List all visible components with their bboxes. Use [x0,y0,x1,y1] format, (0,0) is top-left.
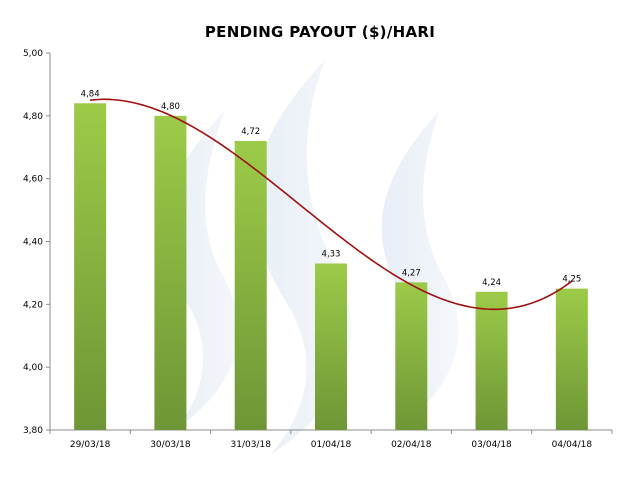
y-tick-label: 5,00 [23,49,43,59]
x-tick-label: 29/03/18 [70,440,111,450]
bar-30/03/18 [154,115,187,430]
x-axis-ticks: 29/03/18 30/03/18 31/03/18 01/04/18 02/04/18… [49,430,613,450]
y-tick-label: 4,40 [23,238,43,248]
bar-29/03/18 [74,103,107,431]
y-axis-ticks: 3,80 4,00 4,20 4,40 4,60 4,80 5,00 [23,49,50,436]
bar-03/04/18 [475,291,508,430]
x-tick-label: 01/04/18 [311,440,352,450]
data-label: 4,80 [161,102,180,112]
bars [74,103,588,431]
x-tick-label: 04/04/18 [552,440,593,450]
y-tick-label: 4,60 [23,175,43,185]
x-tick-label: 30/03/18 [150,440,191,450]
trendline [90,98,573,311]
y-tick-label: 4,00 [23,363,43,373]
y-tick-label: 3,80 [23,426,43,436]
y-tick-label: 4,20 [23,300,43,310]
data-label: 4,84 [81,89,100,99]
y-tick-label: 4,80 [23,112,43,122]
data-label: 4,25 [562,275,581,285]
data-label: 4,24 [482,278,501,288]
data-labels: 4,84 4,80 4,72 4,33 4,27 4,24 4,25 [81,89,582,288]
chart-title: PENDING PAYOUT ($)/HARI [205,23,435,41]
data-label: 4,27 [402,268,421,278]
data-label: 4,72 [241,127,260,137]
watermark-stroke-right [381,110,459,430]
trendline-group [90,98,573,311]
bar-04/04/18 [555,288,588,430]
x-tick-label: 03/04/18 [471,440,512,450]
bar-01/04/18 [315,263,347,430]
x-tick-label: 31/03/18 [231,440,272,450]
bar-31/03/18 [234,140,267,430]
data-label: 4,33 [322,249,341,259]
x-tick-label: 02/04/18 [391,440,432,450]
bar-02/04/18 [395,282,428,430]
